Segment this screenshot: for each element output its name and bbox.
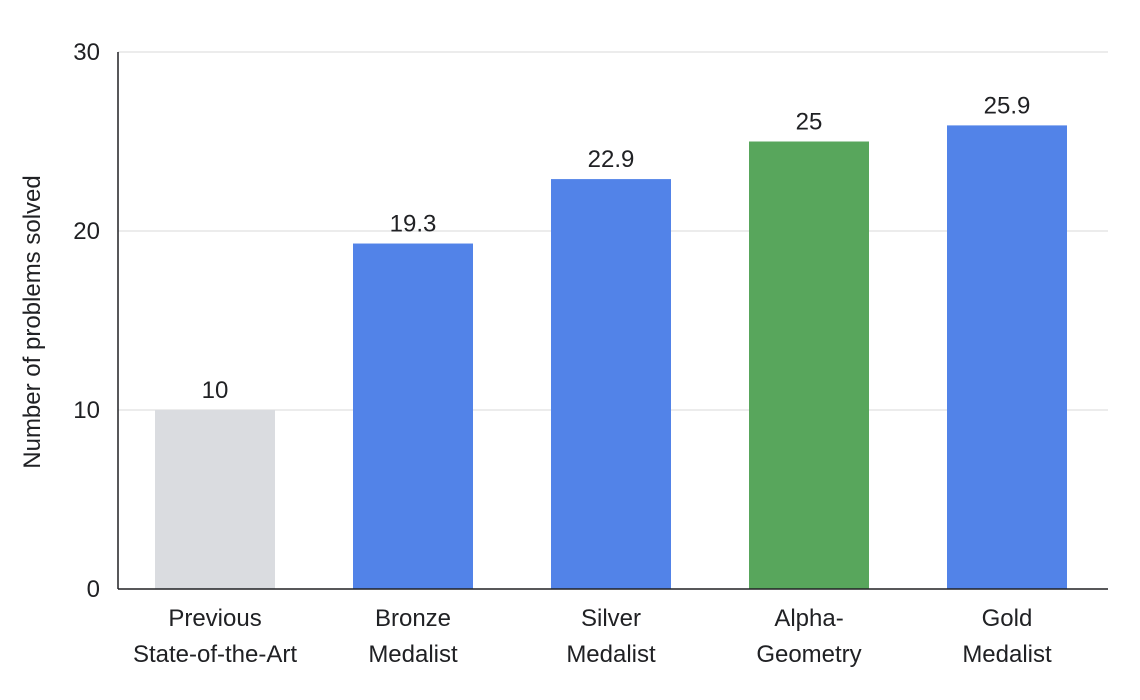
bar xyxy=(749,142,869,590)
data-label: 25 xyxy=(796,109,823,136)
x-category-label: Previous State-of-the-Art xyxy=(133,605,297,668)
y-axis-title: Number of problems solved xyxy=(19,175,46,468)
y-axis-ticks: 0 10 20 30 xyxy=(73,39,100,603)
x-category-label: Gold Medalist xyxy=(962,605,1052,668)
y-tick-label: 10 xyxy=(73,397,100,424)
x-axis-categories: Previous State-of-the-Art Bronze Medalist Si… xyxy=(133,605,1052,668)
data-label: 25.9 xyxy=(984,92,1031,119)
bar xyxy=(155,410,275,589)
y-tick-label: 30 xyxy=(73,39,100,66)
data-label: 10 xyxy=(202,377,229,404)
y-tick-label: 20 xyxy=(73,218,100,245)
data-label: 19.3 xyxy=(390,211,437,238)
x-category-label: Silver Medalist xyxy=(566,605,656,668)
bar xyxy=(353,244,473,589)
data-label: 22.9 xyxy=(588,146,635,173)
bar xyxy=(947,125,1067,589)
x-category-label: Alpha-Geometry xyxy=(756,605,861,668)
x-category-label: Bronze Medalist xyxy=(368,605,458,668)
bar xyxy=(551,179,671,589)
y-tick-label: 0 xyxy=(87,576,100,603)
bars xyxy=(155,125,1067,589)
